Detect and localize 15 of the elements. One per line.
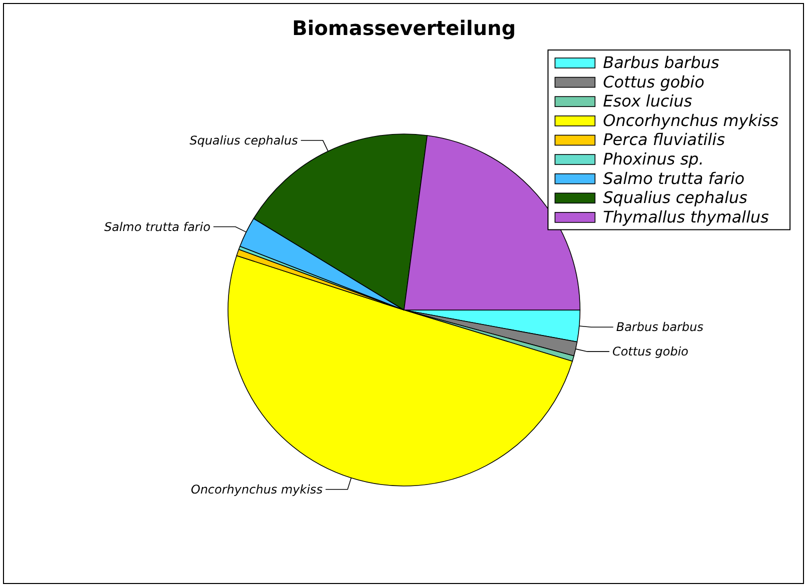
text: Cottus gobio bbox=[612, 344, 688, 359]
legend-label: Thymallus thymallus bbox=[603, 207, 769, 226]
legend-label: Cottus gobio bbox=[603, 72, 705, 92]
text: Barbus barbus bbox=[616, 320, 704, 334]
legend-label: Phoxinus sp. bbox=[603, 150, 704, 168]
legend-label: Perca fluviatilis bbox=[603, 130, 725, 150]
text: Oncorhynchus mykiss bbox=[190, 482, 323, 496]
text: Squalius cephalus bbox=[190, 133, 298, 148]
legend-label: Salmo trutta fario bbox=[603, 168, 745, 188]
legend-label: Barbus barbus bbox=[603, 53, 720, 72]
legend-label: Oncorhynchus mykiss bbox=[603, 110, 779, 130]
legend-label: Squalius cephalus bbox=[603, 188, 748, 208]
chart-title: Biomasseverteilung bbox=[292, 16, 516, 40]
text: Salmo trutta fario bbox=[104, 220, 210, 234]
legend-label: Esox lucius bbox=[603, 92, 692, 111]
